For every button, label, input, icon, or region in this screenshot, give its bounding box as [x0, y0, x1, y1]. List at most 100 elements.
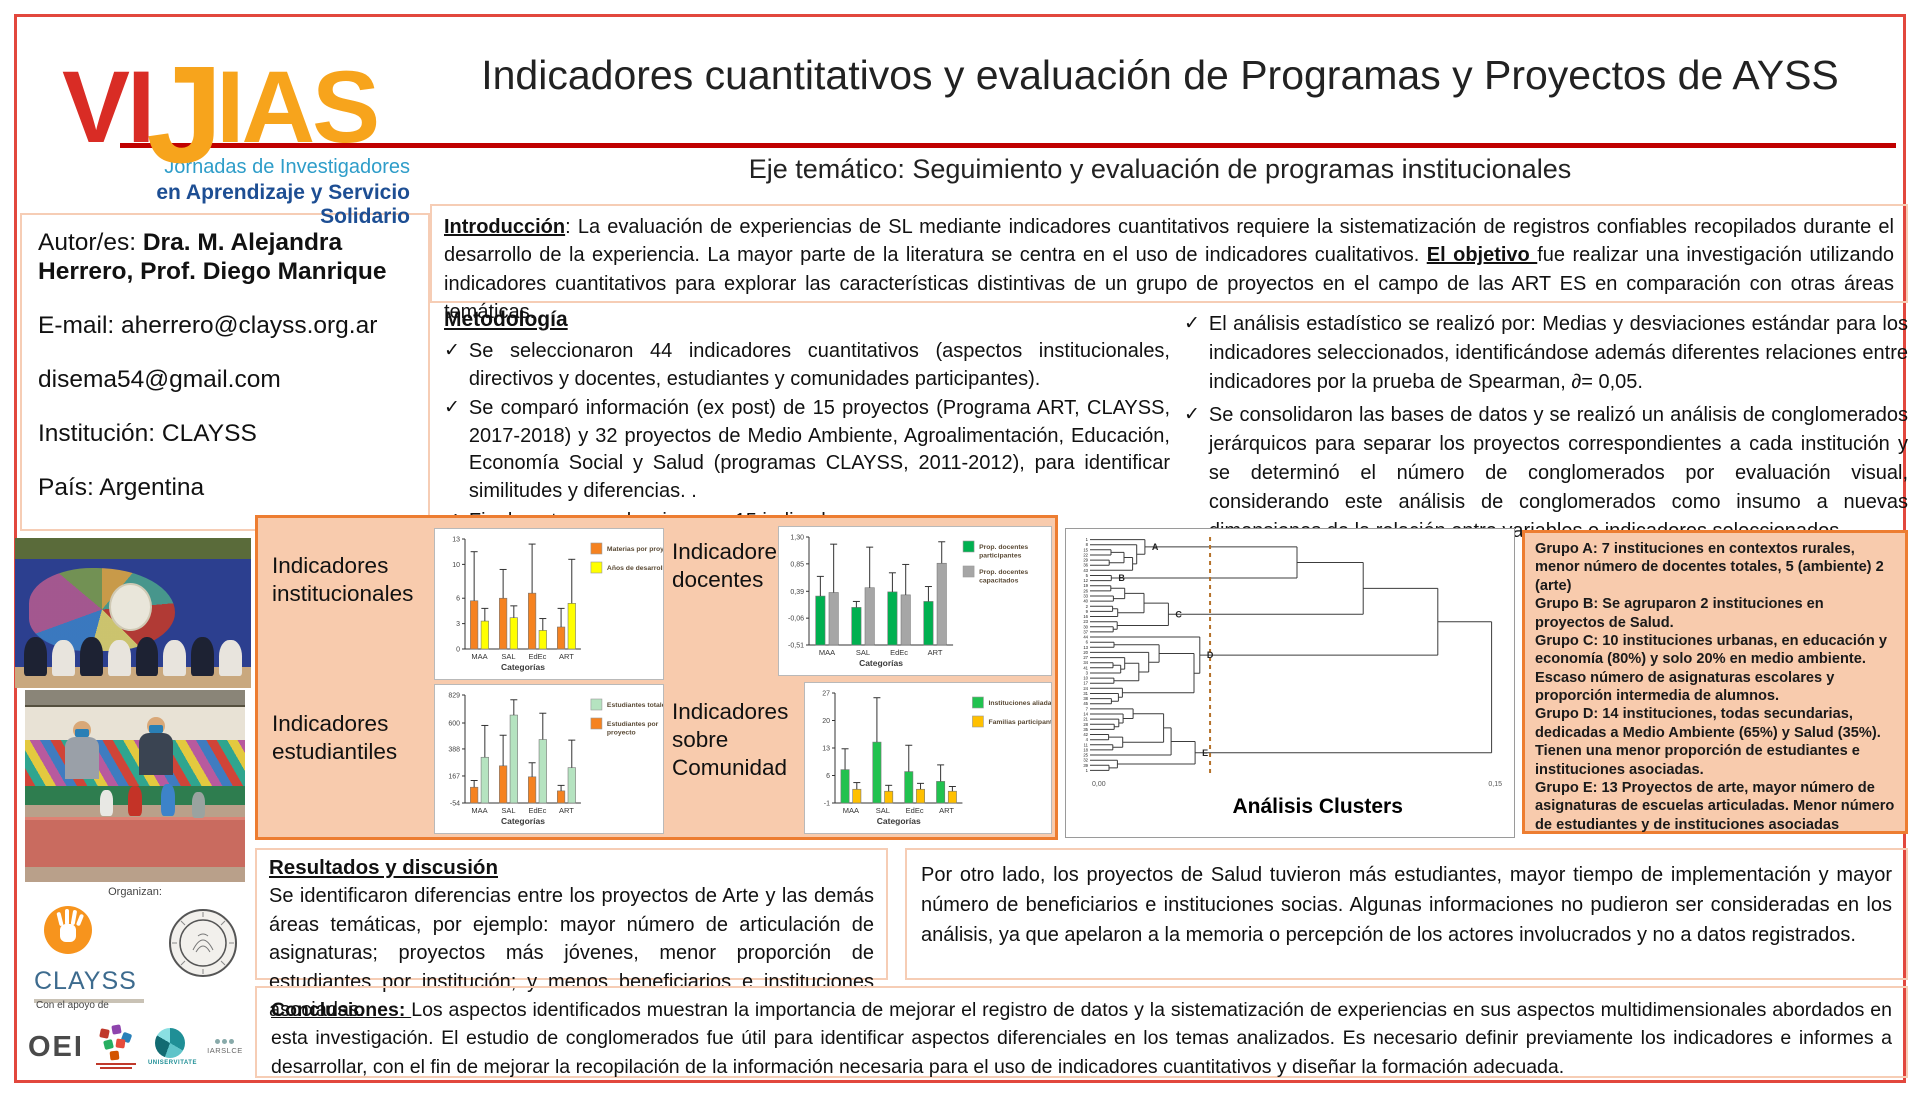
- salud-discussion-text: Por otro lado, los proyectos de Salud tu…: [921, 864, 1892, 946]
- svg-text:C: C: [1175, 609, 1182, 619]
- svg-text:38: 38: [1083, 696, 1088, 701]
- svg-text:D: D: [1207, 650, 1214, 660]
- cluster-dendrogram: 1 8 15 22 29 36 43 5 12 19 26 33 40 2 9 16 23 30 37 44 6 13 20…: [1065, 528, 1515, 838]
- svg-text:20: 20: [822, 718, 830, 725]
- sculpture: [161, 784, 176, 817]
- methodology-items: ✓ Se seleccionaron 44 indicadores cuantit…: [444, 338, 1170, 535]
- vijias-logo: VIJIAS: [62, 26, 380, 184]
- mural-photo: [15, 538, 251, 688]
- logo-letters-ias: IAS: [216, 50, 380, 164]
- iarslce-logo: IARSLCE: [202, 1039, 248, 1055]
- svg-text:EdEc: EdEc: [906, 806, 924, 815]
- svg-text:ART: ART: [939, 806, 954, 815]
- chart-indicadores-docentes: -0,51 -0,06 0,39 0,85 1,30 MAA SAL EdEc ART Categ…: [778, 526, 1052, 676]
- svg-text:15: 15: [1083, 547, 1088, 552]
- svg-text:7: 7: [1086, 706, 1089, 711]
- check-item: ✓ Se consolidaron las bases de datos y se…: [1184, 401, 1908, 546]
- photo-roofline: [25, 690, 245, 708]
- svg-text:-0,06: -0,06: [788, 616, 804, 623]
- svg-text:MAA: MAA: [471, 652, 487, 661]
- svg-text:1: 1: [1086, 768, 1089, 773]
- svg-text:14: 14: [1083, 712, 1088, 717]
- svg-text:ART: ART: [559, 806, 574, 815]
- svg-text:20: 20: [1083, 650, 1088, 655]
- svg-text:17: 17: [1083, 681, 1088, 686]
- methodology-heading: Metodología: [444, 308, 568, 331]
- checkmark-icon: ✓: [1184, 313, 1200, 334]
- iarslce-icon: [202, 1039, 248, 1044]
- svg-text:Estudiantes totales: Estudiantes totales: [607, 702, 663, 709]
- svg-text:34: 34: [1083, 660, 1088, 665]
- label-indicadores-institucionales: Indicadores institucionales: [272, 553, 414, 607]
- university-seal: [168, 908, 238, 978]
- svg-text:Categorías: Categorías: [859, 658, 903, 668]
- svg-text:SAL: SAL: [856, 648, 870, 657]
- cluster-group-text: Grupo A: 7 instituciones en contextos ru…: [1535, 541, 1884, 594]
- results-section: Resultados y discusión Se identificaron …: [255, 848, 888, 1021]
- page-title: Indicadores cuantitativos y evaluación d…: [481, 52, 1839, 98]
- svg-text:capacitados: capacitados: [979, 578, 1019, 585]
- svg-text:6: 6: [1086, 640, 1089, 645]
- header-red-rule: [120, 143, 1896, 148]
- support-label: Con el apoyo de: [36, 1000, 109, 1011]
- svg-text:32: 32: [1083, 758, 1088, 763]
- person-figure: [139, 716, 174, 775]
- svg-text:Categorías: Categorías: [877, 816, 921, 826]
- svg-text:SAL: SAL: [876, 806, 890, 815]
- logo-tagline-1: Jornadas de Investigadores: [164, 156, 410, 178]
- introduction-text-2: fue realizar una investigación utilizand…: [444, 244, 1894, 324]
- svg-text:167: 167: [448, 773, 460, 780]
- svg-text:44: 44: [1083, 635, 1088, 640]
- svg-text:21: 21: [1083, 717, 1088, 722]
- email-line-1: E-mail: aherrero@clayss.org.ar: [38, 312, 414, 341]
- svg-text:23: 23: [1083, 619, 1088, 624]
- svg-text:9: 9: [1086, 609, 1089, 614]
- svg-text:0,85: 0,85: [790, 561, 804, 568]
- svg-text:0,00: 0,00: [1092, 781, 1106, 788]
- svg-text:Estudiantes por: Estudiantes por: [607, 721, 659, 728]
- checkmark-icon: ✓: [1184, 404, 1200, 425]
- introduction-section: Introducción: La evaluación de experienc…: [430, 204, 1908, 323]
- svg-text:388: 388: [448, 746, 460, 753]
- check-item-text: El análisis estadístico se realizó por: …: [1208, 313, 1908, 393]
- check-item-text: Se seleccionaron 44 indicadores cuantita…: [468, 340, 1170, 390]
- svg-text:MAA: MAA: [471, 806, 487, 815]
- organizers-label: Organizan:: [108, 886, 162, 898]
- svg-text:35: 35: [1083, 727, 1088, 732]
- svg-text:3: 3: [1086, 670, 1089, 675]
- authors-line: Autor/es: Dra. M. Alejandra Herrero, Pro…: [38, 229, 414, 287]
- svg-text:Años de desarrollo: Años de desarrollo: [607, 565, 663, 572]
- uniservitate-logo: UNISERVITATE: [147, 1028, 197, 1066]
- svg-text:37: 37: [1083, 629, 1088, 634]
- svg-text:45: 45: [1083, 701, 1088, 706]
- clayss-logo: CLAYSS: [34, 902, 160, 1003]
- svg-text:-1: -1: [824, 801, 830, 808]
- svg-text:41: 41: [1083, 665, 1088, 670]
- conclusions-heading: Conclusiones:: [271, 999, 412, 1021]
- svg-text:33: 33: [1083, 594, 1088, 599]
- svg-text:SAL: SAL: [501, 652, 515, 661]
- svg-text:2: 2: [1086, 604, 1089, 609]
- chart-indicadores-estudiantiles: -54 167 388 600 829 MAA SAL EdEc ART Categorías Es…: [434, 684, 669, 834]
- checkmark-icon: ✓: [444, 340, 460, 361]
- analysis-section: ✓ El análisis estadístico se realizó por:…: [1184, 310, 1908, 550]
- svg-text:24: 24: [1083, 686, 1088, 691]
- check-item-text: Se consolidaron las bases de datos y se …: [1208, 404, 1908, 542]
- svg-text:39: 39: [1083, 763, 1088, 768]
- svg-text:13: 13: [822, 746, 830, 753]
- svg-text:11: 11: [1084, 742, 1089, 747]
- svg-text:26: 26: [1083, 588, 1088, 593]
- label-indicadores-estudiantiles: Indicadores estudiantiles: [272, 711, 398, 765]
- photo-mural-band: [25, 739, 245, 786]
- iarslce-wordmark: IARSLCE: [207, 1046, 243, 1055]
- checkmark-icon: ✓: [444, 397, 460, 419]
- red-iberoamericana-logo: [94, 1024, 138, 1069]
- svg-text:1: 1: [1086, 537, 1089, 542]
- indicators-charts-panel: Indicadores institucionales 0 3 6 10 13 MAA SA…: [255, 515, 1060, 840]
- uniservitate-wordmark: UNISERVITATE: [147, 1060, 197, 1066]
- svg-text:29: 29: [1083, 558, 1088, 563]
- check-item-text: Se comparó información (ex post) de 15 p…: [468, 397, 1170, 502]
- svg-text:B: B: [1118, 573, 1125, 583]
- svg-text:13: 13: [452, 537, 460, 544]
- people-silhouettes: [24, 637, 242, 676]
